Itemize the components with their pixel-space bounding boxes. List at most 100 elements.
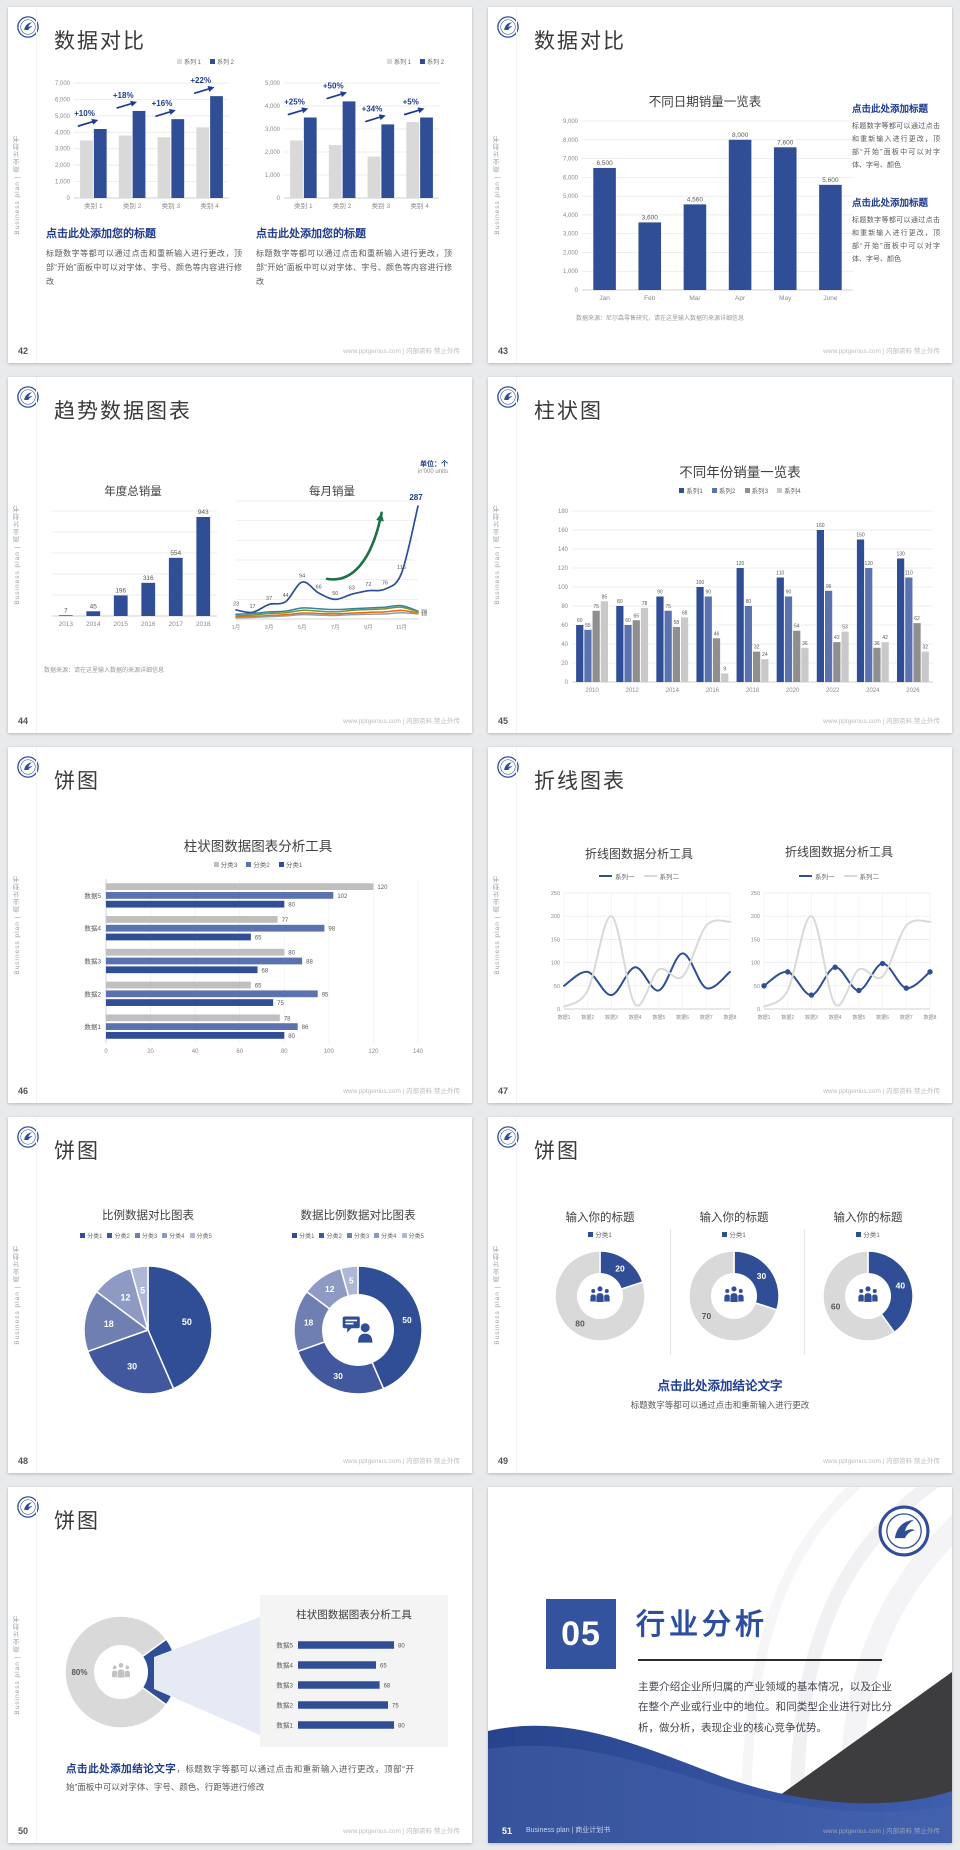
monthly-sales-line-chart: 23 17 37 44 94 66 50 63 72 76 116 287 20 18 15 13 1月 3月 5月… <box>230 493 434 633</box>
divider <box>670 1229 671 1355</box>
svg-text:1,000: 1,000 <box>563 269 579 275</box>
chart-legend: 分类1 <box>536 1229 664 1239</box>
svg-text:80: 80 <box>288 1034 295 1040</box>
chart-legend: 分类1 分类2 分类3 分类4 分类5 <box>40 1231 252 1240</box>
slide-44[interactable]: Business plan | 商业计划书 趋势数据图表 单位：个 in'000… <box>8 377 472 733</box>
chart-legend: 分类1 分类2 分类3 分类4 分类5 <box>252 1231 464 1240</box>
sidebar-vertical-text: Business plan | 商业计划书 <box>494 135 501 235</box>
block-heading: 点击此处添加您的标题 <box>256 228 366 240</box>
page-number: 44 <box>18 716 29 726</box>
svg-text:24: 24 <box>762 652 768 658</box>
svg-text:+25%: +25% <box>284 98 305 107</box>
svg-text:100: 100 <box>558 585 569 591</box>
svg-text:110: 110 <box>905 571 913 577</box>
svg-text:80: 80 <box>746 599 752 605</box>
chart-title: 折线图数据分析工具 <box>584 847 693 861</box>
svg-text:3月: 3月 <box>265 624 274 631</box>
svg-text:8,000: 8,000 <box>563 138 579 144</box>
svg-text:9,000: 9,000 <box>563 119 579 125</box>
footer-url: www.pptgenius.com | 内部资料 禁止外传 <box>343 718 460 725</box>
slide-title: 饼图 <box>54 1140 100 1163</box>
svg-text:60: 60 <box>561 623 568 629</box>
svg-text:数据6: 数据6 <box>876 1014 889 1021</box>
svg-text:75: 75 <box>392 1704 399 1710</box>
slide-46[interactable]: Business plan | 商业计划书 饼图 柱状图数据图表分析工具 分类3… <box>8 747 472 1103</box>
slide-49[interactable]: Business plan | 商业计划书 饼图 输入你的标题 分类1 20 80… <box>488 1117 952 1473</box>
svg-text:72: 72 <box>365 582 371 588</box>
svg-text:120: 120 <box>368 1049 379 1055</box>
svg-text:316: 316 <box>143 575 154 582</box>
svg-text:数据2: 数据2 <box>781 1014 794 1021</box>
data-source-note: 数据来源：请在这里输入数据的来源详细信息 <box>44 668 165 674</box>
svg-text:数据1: 数据1 <box>84 1022 101 1031</box>
svg-text:80: 80 <box>398 1644 405 1650</box>
svg-text:数据7: 数据7 <box>900 1014 913 1021</box>
decorative-swoosh-background <box>488 1487 952 1843</box>
page-number: 50 <box>18 1826 29 1836</box>
donut-chart-2: 30 70 <box>670 1241 798 1351</box>
svg-text:数据4: 数据4 <box>829 1014 842 1021</box>
footer-url: www.pptgenius.com | 内部资料 禁止外传 <box>343 348 460 355</box>
text-block: 点击此处添加标题 标题数字等都可以通过点击和重新输入进行更改，顶部“开始”面板中… <box>852 101 940 173</box>
svg-text:554: 554 <box>170 550 181 557</box>
svg-text:20: 20 <box>561 661 568 667</box>
yearly-grouped-bar-chart: 0 20 40 60 80 100 120 140 160 180 60 80 90 100 120 110 1… <box>542 499 938 697</box>
unit-label: 单位：个 in'000 units <box>338 459 448 475</box>
svg-text:5: 5 <box>140 1286 145 1296</box>
svg-text:2024: 2024 <box>866 688 880 694</box>
footer-url: www.pptgenius.com | 内部资料 禁止外传 <box>823 1828 940 1835</box>
slide-42[interactable]: Business plan | 商业计划书 数据对比 系列 1 系列 2 0 1,0… <box>8 7 472 363</box>
svg-text:60: 60 <box>831 1302 841 1312</box>
footer-url: www.pptgenius.com | 内部资料 禁止外传 <box>823 1458 940 1465</box>
svg-text:80%: 80% <box>71 1668 87 1677</box>
svg-text:58: 58 <box>674 620 680 626</box>
slide-title: 趋势数据图表 <box>54 400 192 423</box>
slide-43[interactable]: Business plan | 商业计划书 数据对比 不同日期销量一览表 0 1,… <box>488 7 952 363</box>
text-block: 点击此处添加您的标题 标题数字等都可以通过点击和重新输入进行更改，顶部“开始”面… <box>46 225 242 289</box>
svg-text:类别 1: 类别 1 <box>84 201 103 210</box>
svg-text:85: 85 <box>602 594 608 600</box>
conclusion-lead: 点击此处添加结论文字 <box>66 1763 177 1775</box>
divider <box>36 1487 37 1843</box>
svg-text:数据4: 数据4 <box>84 924 101 933</box>
svg-text:+10%: +10% <box>74 109 95 118</box>
svg-text:200: 200 <box>551 914 560 920</box>
chart-legend: 分类1 <box>804 1229 932 1239</box>
svg-text:96: 96 <box>826 584 832 590</box>
svg-text:78: 78 <box>642 601 648 607</box>
svg-text:53: 53 <box>842 625 848 631</box>
svg-text:4,560: 4,560 <box>687 196 704 203</box>
svg-text:120: 120 <box>865 561 874 567</box>
svg-text:46: 46 <box>714 631 720 637</box>
footer-url: www.pptgenius.com | 内部资料 禁止外传 <box>343 1088 460 1095</box>
conclusion-subtext: 标题数字等都可以通过点击和重新输入进行更改 <box>630 1400 810 1410</box>
svg-text:2020: 2020 <box>786 688 800 694</box>
slide-title: 折线图表 <box>534 770 626 793</box>
svg-text:36: 36 <box>874 641 880 647</box>
line-chart-left: 0 50 100 150 200 250 数据1 数据2 数据3 数据4 数据5 数据6 数据7 数据8 <box>540 885 738 1023</box>
svg-text:1,000: 1,000 <box>265 173 281 179</box>
svg-text:0: 0 <box>565 680 569 686</box>
slide-45[interactable]: Business plan | 商业计划书 柱状图 不同年份销量一览表 系列1 系… <box>488 377 952 733</box>
brand-logo-icon <box>17 1126 39 1148</box>
line-chart-right: 0 50 100 150 200 250 数据1 数据2 数据3 数据4 数据5 数据6 数据7 数据8 <box>740 885 938 1023</box>
svg-text:2022: 2022 <box>826 688 840 694</box>
slide-48[interactable]: Business plan | 商业计划书 饼图 比例数据对比图表 分类1 分类2… <box>8 1117 472 1473</box>
svg-text:55: 55 <box>585 623 591 629</box>
svg-text:200: 200 <box>751 914 760 920</box>
slide-47[interactable]: Business plan | 商业计划书 折线图表 折线图数据分析工具 系列一… <box>488 747 952 1103</box>
svg-text:数据8: 数据8 <box>924 1014 937 1021</box>
slide-51[interactable]: 05 行业分析 主要介绍企业所归属的产业领域的基本情况，以及企业在整个产业或行业… <box>488 1487 952 1843</box>
slide-title: 饼图 <box>54 770 100 793</box>
svg-text:7月: 7月 <box>331 624 340 631</box>
svg-text:50: 50 <box>554 984 560 990</box>
slide-50[interactable]: Business plan | 商业计划书 饼图 20%80% 柱状图数据图表分… <box>8 1487 472 1843</box>
svg-text:65: 65 <box>255 935 262 941</box>
svg-text:Apr: Apr <box>735 295 746 302</box>
svg-text:80: 80 <box>561 604 568 610</box>
panel-title: 柱状图数据图表分析工具 <box>296 1609 412 1621</box>
svg-text:287: 287 <box>409 493 423 502</box>
brand-logo-icon <box>497 756 519 778</box>
svg-text:120: 120 <box>377 885 388 891</box>
divider <box>36 747 37 1103</box>
